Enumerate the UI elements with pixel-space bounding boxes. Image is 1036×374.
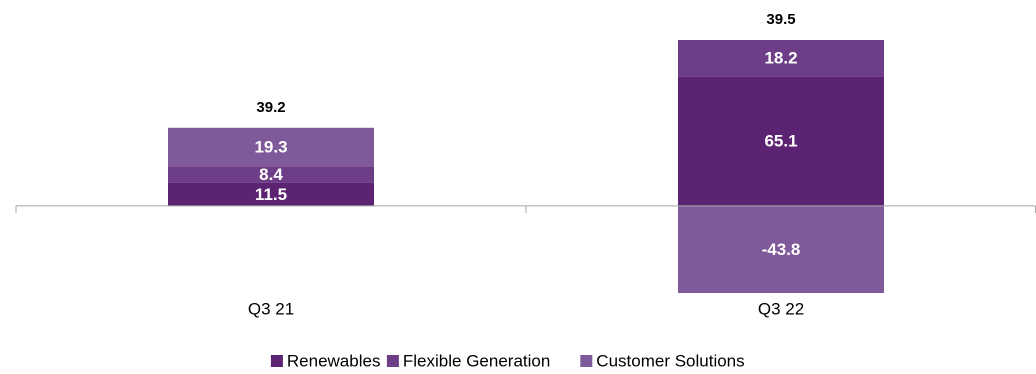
total-label: 39.2 bbox=[256, 99, 285, 116]
total-label: 39.5 bbox=[766, 11, 795, 28]
value-label: 8.4 bbox=[259, 165, 283, 184]
value-label: 11.5 bbox=[255, 185, 287, 204]
bar-segment bbox=[168, 127, 374, 167]
value-label: 19.3 bbox=[254, 137, 287, 156]
x-tick-label: Q3 22 bbox=[758, 299, 804, 318]
value-label: -43.8 bbox=[762, 240, 801, 259]
legend-label: Renewables bbox=[287, 351, 381, 370]
value-label: 18.2 bbox=[764, 49, 797, 68]
bar-segment bbox=[678, 40, 884, 77]
bar-segment bbox=[168, 182, 374, 206]
bar-segment bbox=[678, 205, 884, 293]
bar-segment bbox=[168, 166, 374, 183]
legend-label: Customer Solutions bbox=[596, 351, 744, 370]
legend-label: Flexible Generation bbox=[403, 351, 550, 370]
bar-segment bbox=[678, 76, 884, 206]
x-tick-label: Q3 21 bbox=[248, 299, 294, 318]
legend-swatch bbox=[270, 355, 283, 367]
legend-swatch bbox=[386, 355, 399, 367]
legend-swatch bbox=[580, 355, 593, 367]
value-label: 65.1 bbox=[764, 132, 797, 151]
